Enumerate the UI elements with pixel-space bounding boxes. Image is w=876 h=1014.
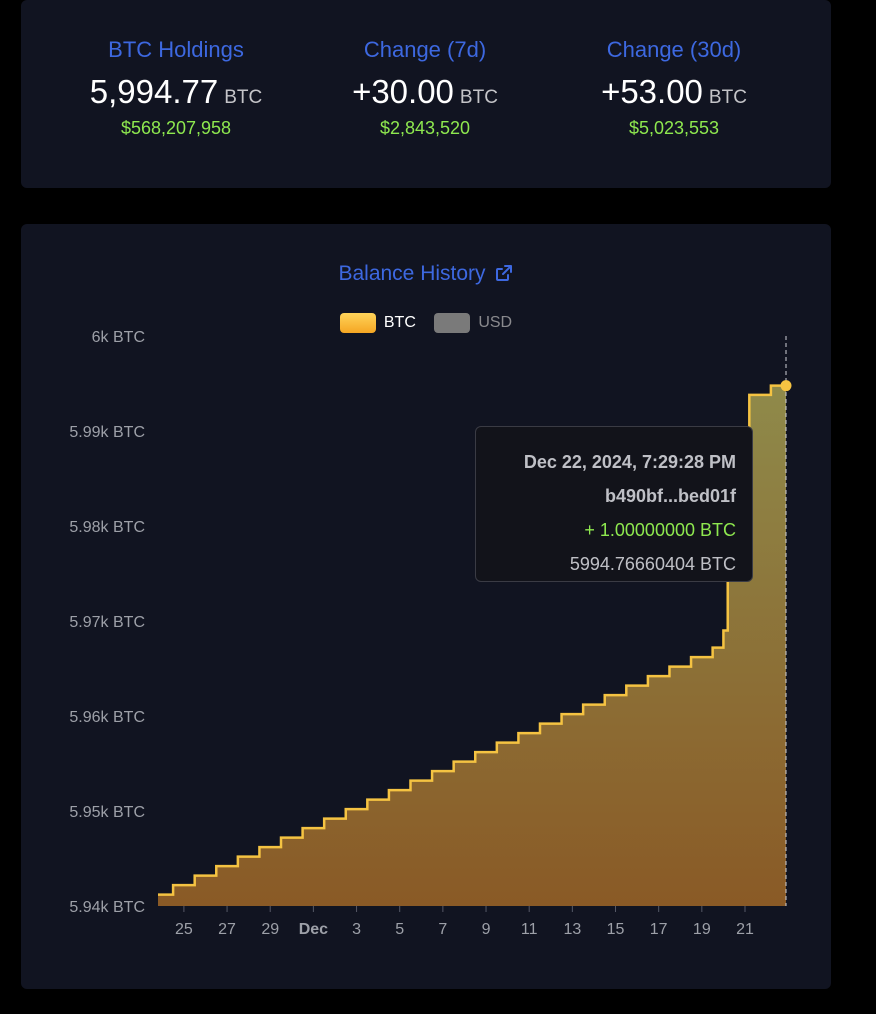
y-tick-label: 6k BTC — [92, 329, 145, 346]
x-tick-label: 5 — [395, 921, 404, 938]
stat-label: Change (7d) — [363, 37, 487, 62]
btc-balance-area — [158, 385, 786, 906]
legend-label-usd: USD — [478, 314, 513, 331]
tooltip-transaction-id: b490bf...bed01f — [604, 486, 736, 506]
legend-item-btc[interactable]: BTC — [339, 312, 416, 334]
stat-unit: BTC — [224, 87, 263, 108]
balance-chart[interactable]: 6k BTC 5.99k BTC 5.98k BTC 5.97k BTC 5.96k B… — [21, 224, 831, 989]
stat-usd-value: $5,023,553 — [628, 118, 720, 138]
x-tick-label: 7 — [438, 921, 447, 938]
stat-change-7d: Change (7d) +30.00 BTC $2,843,520 — [295, 36, 555, 139]
stat-label: BTC Holdings — [108, 37, 244, 62]
chart-tooltip: Dec 22, 2024, 7:29:28 PM b490bf...bed01f… — [475, 426, 753, 582]
external-link-icon — [495, 265, 512, 281]
stat-unit: BTC — [459, 87, 498, 108]
legend-item-usd[interactable]: USD — [434, 312, 512, 334]
y-tick-label: 5.94k BTC — [69, 899, 145, 916]
balance-history-card: 6k BTC 5.99k BTC 5.98k BTC 5.97k BTC 5.96k B… — [21, 224, 831, 989]
y-tick-label: 5.97k BTC — [69, 614, 145, 631]
stat-change-30d: Change (30d) +53.00 BTC $5,023,553 — [544, 36, 804, 139]
chart-title-link[interactable]: Balance History — [21, 260, 831, 288]
x-tick-label: 21 — [736, 921, 754, 938]
y-tick-label: 5.98k BTC — [69, 519, 145, 536]
x-tick-label: 17 — [650, 921, 668, 938]
chart-title: Balance History — [338, 262, 486, 285]
x-tick-label: 3 — [352, 921, 361, 938]
hover-point — [780, 380, 792, 392]
stat-btc-holdings: BTC Holdings 5,994.77 BTC $568,207,958 — [46, 36, 306, 139]
stat-usd-value: $2,843,520 — [379, 118, 471, 138]
legend-label-btc: BTC — [383, 314, 416, 331]
stat-value: +30.00 — [352, 73, 454, 110]
y-tick-label: 5.95k BTC — [69, 804, 145, 821]
legend-swatch-usd — [434, 313, 471, 333]
btc-balance-line — [158, 384, 786, 896]
stats-card: BTC Holdings 5,994.77 BTC $568,207,958 Ch… — [21, 0, 831, 188]
stat-usd-value: $568,207,958 — [120, 118, 232, 138]
legend-swatch-btc — [339, 313, 376, 333]
x-tick-label: 25 — [175, 921, 193, 938]
stat-value: +53.00 — [601, 73, 703, 110]
x-tick-label: 13 — [563, 921, 581, 938]
stat-value: 5,994.77 — [89, 73, 219, 110]
x-tick-label: 19 — [693, 921, 711, 938]
x-tick-label: Dec — [299, 921, 328, 938]
y-tick-label: 5.96k BTC — [69, 709, 145, 726]
x-tick-label: 29 — [261, 921, 279, 938]
stat-unit: BTC — [708, 87, 747, 108]
x-tick-label: 27 — [218, 921, 236, 938]
tooltip-balance: 5994.76660404 BTC — [569, 554, 736, 574]
x-tick-label: 11 — [521, 921, 538, 938]
x-tick-label: 9 — [482, 921, 491, 938]
tooltip-date: Dec 22, 2024, 7:29:28 PM — [523, 452, 736, 472]
tooltip-change: + 1.00000000 BTC — [584, 520, 736, 540]
chart-legend: BTC USD — [21, 312, 831, 340]
stat-label: Change (30d) — [606, 37, 742, 62]
y-tick-label: 5.99k BTC — [69, 424, 145, 441]
x-tick-label: 15 — [607, 921, 625, 938]
